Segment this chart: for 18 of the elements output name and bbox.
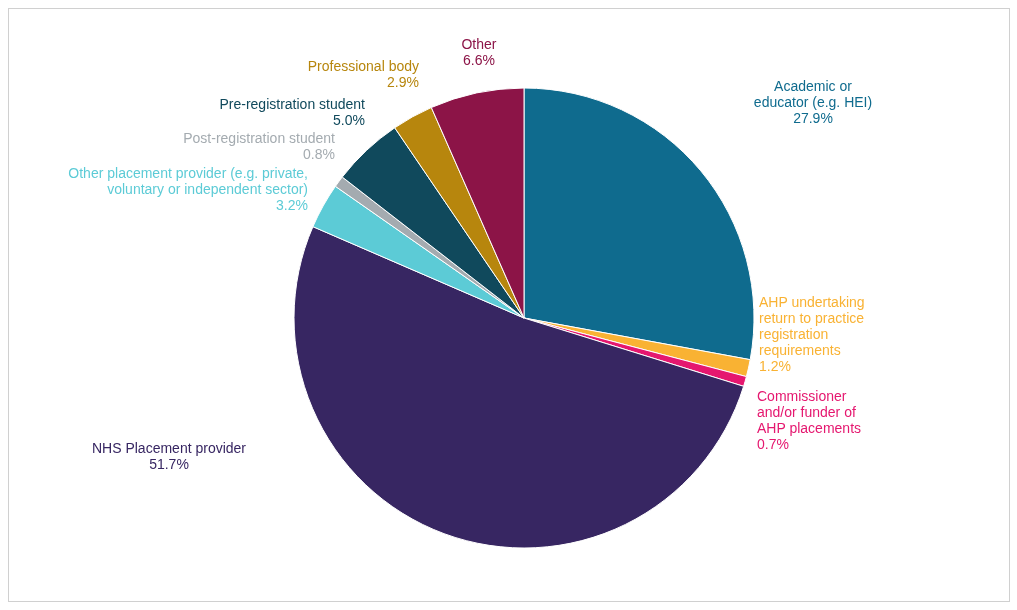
data-label: 0.8%: [303, 146, 335, 162]
data-label: 3.2%: [276, 197, 308, 213]
data-label: 1.2%: [759, 358, 791, 374]
data-label: 2.9%: [387, 74, 419, 90]
slice-label: AHP undertaking return to practice registration requirements: [759, 294, 865, 358]
slice-label: Commissioner and/or funder of AHP placements: [757, 388, 862, 436]
data-label: 27.9%: [793, 110, 833, 126]
slice-label: Post-registration student: [183, 130, 336, 146]
slice-label: Pre-registration student: [219, 96, 366, 112]
data-label: 6.6%: [463, 52, 495, 68]
slice-label: NHS Placement provider: [91, 440, 247, 456]
data-label: 51.7%: [149, 456, 189, 472]
slice-label: Other: [461, 36, 497, 52]
data-label: 5.0%: [333, 112, 365, 128]
slice-label: Other placement provider (e.g. private, voluntary or independent sector): [68, 165, 308, 197]
slice-label: Academic or educator (e.g. HEI): [753, 78, 873, 110]
slice-label: Professional body: [307, 58, 419, 74]
data-label: 0.7%: [757, 436, 789, 452]
